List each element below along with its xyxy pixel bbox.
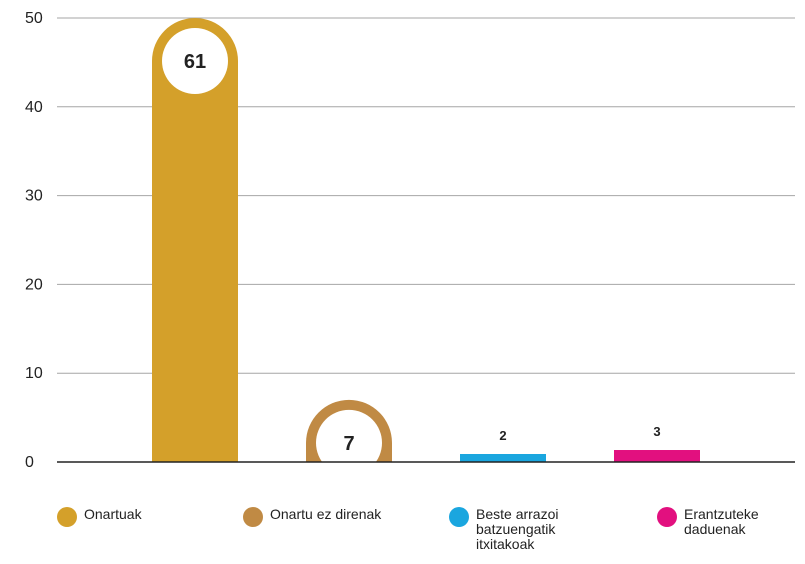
legend-swatch <box>449 507 469 527</box>
y-axis-ticks: 0 10 20 30 40 50 <box>25 10 43 471</box>
bar <box>614 450 700 462</box>
bar <box>460 454 546 462</box>
y-tick-label: 0 <box>25 454 34 471</box>
y-tick-label: 10 <box>25 365 43 382</box>
legend-item: Onartu ez direnak <box>243 507 381 527</box>
y-tick-label: 20 <box>25 276 43 293</box>
legend-swatch <box>243 507 263 527</box>
legend-label: Onartu ez direnak <box>270 506 382 522</box>
data-label: 7 <box>343 433 354 455</box>
legend-item: Onartuak <box>57 507 142 527</box>
legend-item: Beste arrazoi batzuengatik itxitakoak <box>449 507 558 552</box>
legend-label: Beste arrazoi batzuengatik itxitakoak <box>476 506 559 552</box>
value-badge <box>162 28 228 94</box>
legend-label: Onartuak <box>84 506 142 522</box>
bars: 61 7 2 3 <box>152 18 700 476</box>
data-label: 3 <box>653 424 660 439</box>
legend-label: Erantzuteke daduenak <box>684 506 759 537</box>
data-label: 2 <box>499 428 506 443</box>
legend-swatch <box>57 507 77 527</box>
data-label: 61 <box>184 51 206 73</box>
value-badge <box>316 409 382 476</box>
legend-swatch <box>657 507 677 527</box>
y-tick-label: 40 <box>25 99 43 116</box>
y-tick-label: 50 <box>25 10 43 27</box>
legend-item: Erantzuteke daduenak <box>657 507 759 537</box>
bar <box>152 18 238 462</box>
y-tick-label: 30 <box>25 188 43 205</box>
